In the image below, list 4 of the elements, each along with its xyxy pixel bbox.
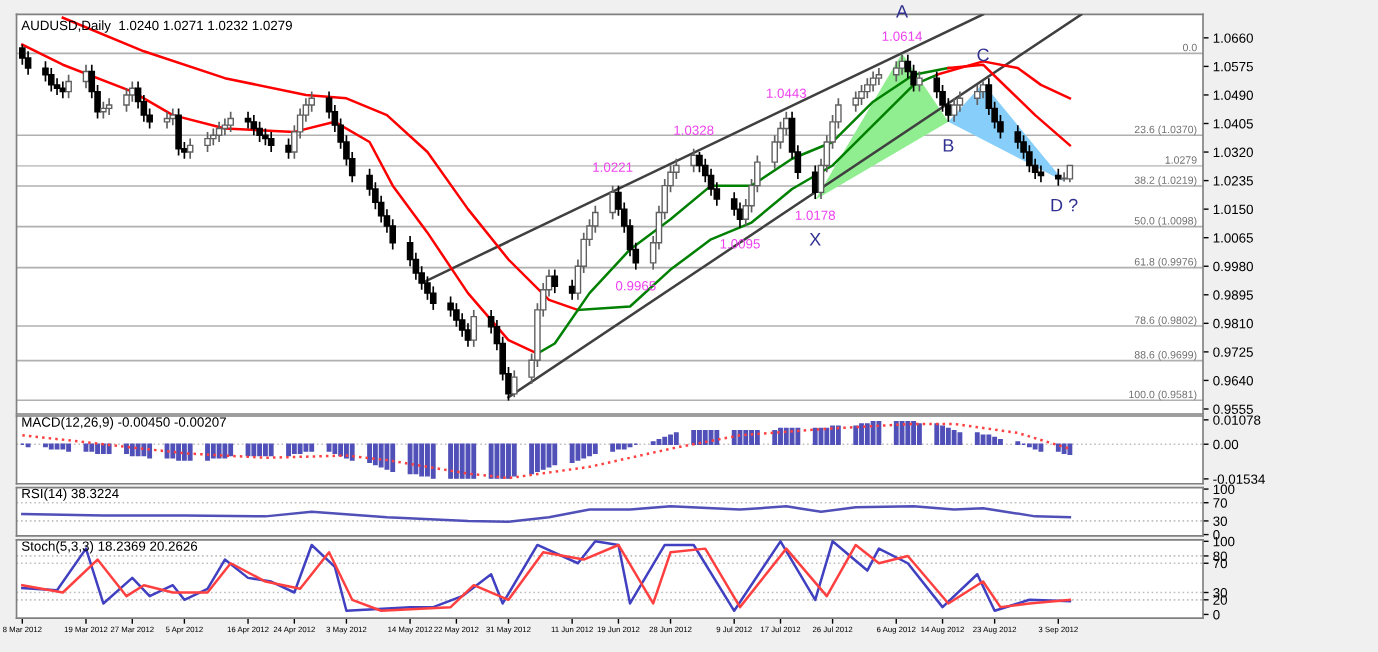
annotation: C bbox=[977, 48, 989, 62]
annotation: D ? bbox=[1051, 198, 1078, 212]
annotation: B bbox=[943, 139, 954, 152]
annotation: X bbox=[809, 233, 821, 246]
